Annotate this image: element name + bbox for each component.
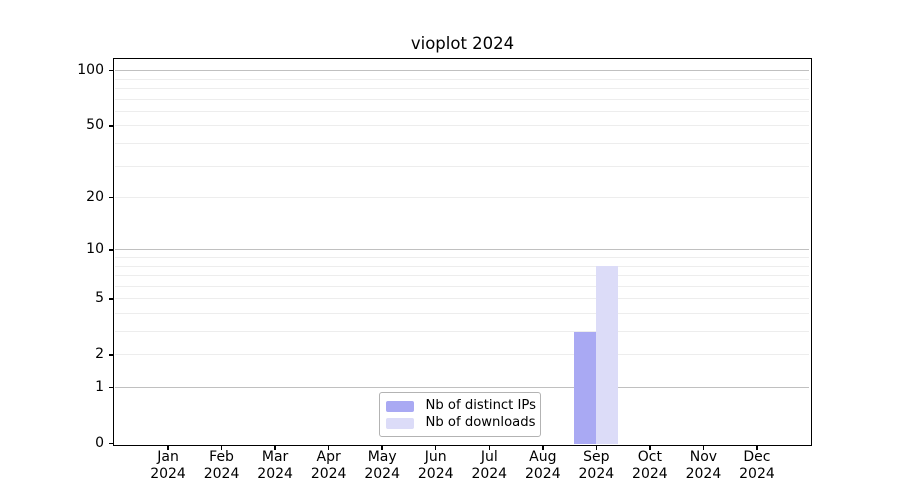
bar-nb-of-downloads-sep — [596, 266, 619, 444]
x-tick-label-year: 2024 — [257, 466, 293, 482]
gridline-major-10 — [114, 249, 809, 251]
x-tick-label-jan: Jan 2024 — [137, 449, 199, 483]
x-tick-label-month: Jul — [480, 449, 498, 465]
gridline-minor-90 — [114, 78, 809, 80]
y-tick-mark-100 — [108, 69, 114, 72]
x-tick-label-year: 2024 — [150, 466, 186, 482]
x-tick-label-mar: Mar 2024 — [244, 449, 306, 483]
x-tick-label-year: 2024 — [685, 466, 722, 482]
y-tick-mark-1 — [108, 386, 114, 389]
y-tick-mark-10 — [108, 249, 114, 251]
x-tick-mark-jul — [488, 445, 491, 450]
y-tick-mark-5 — [108, 298, 114, 300]
x-tick-label-month: Jun — [424, 449, 447, 465]
x-tick-label-month: Aug — [529, 449, 557, 465]
x-tick-mark-sep — [595, 445, 598, 450]
x-tick-label-year: 2024 — [739, 466, 775, 482]
x-tick-mark-may — [381, 445, 383, 450]
legend-label-distinct-ips: Nb of distinct IPs — [425, 398, 537, 413]
y-tick-label-10: 10 — [86, 241, 104, 258]
x-tick-mark-aug — [542, 445, 544, 450]
x-tick-label-year: 2024 — [578, 466, 615, 482]
gridline-major-100 — [114, 70, 809, 72]
x-tick-label-month: Oct — [637, 449, 662, 465]
y-tick-mark-0 — [108, 442, 114, 445]
legend-label-downloads: Nb of downloads — [425, 415, 536, 430]
x-tick-label-nov: Nov 2024 — [672, 449, 734, 483]
gridline-minor-3 — [114, 331, 809, 333]
x-tick-label-dec: Dec 2024 — [726, 449, 788, 483]
gridline-major-1 — [114, 387, 809, 388]
y-tick-mark-2 — [108, 354, 114, 356]
gridline-minor-20 — [114, 197, 809, 199]
gridline-minor-2 — [114, 354, 809, 356]
legend-swatch-downloads — [385, 417, 414, 429]
x-tick-mark-apr — [327, 445, 330, 450]
y-tick-label-1: 1 — [95, 379, 104, 395]
y-tick-label-5: 5 — [95, 290, 104, 307]
legend: Nb of distinct IPs Nb of downloads — [378, 392, 541, 437]
x-tick-mark-oct — [649, 445, 651, 450]
x-tick-label-feb: Feb 2024 — [191, 449, 253, 483]
gridline-minor-6 — [114, 285, 809, 287]
x-tick-mark-nov — [702, 445, 705, 450]
gridline-minor-40 — [114, 143, 809, 145]
x-tick-mark-jan — [167, 445, 169, 450]
x-tick-label-year: 2024 — [632, 466, 668, 482]
legend-item-downloads: Nb of downloads — [385, 415, 536, 430]
y-tick-label-20: 20 — [86, 189, 104, 206]
x-tick-label-sep: Sep 2024 — [565, 449, 627, 483]
y-tick-label-50: 50 — [86, 117, 104, 134]
gridline-minor-9 — [114, 257, 809, 258]
legend-item-distinct-ips: Nb of distinct IPs — [385, 398, 537, 413]
x-tick-label-year: 2024 — [524, 466, 561, 482]
gridline-minor-7 — [114, 275, 809, 277]
x-tick-label-year: 2024 — [203, 466, 240, 482]
chart-title: vioplot 2024 — [410, 34, 515, 53]
x-tick-label-month: Dec — [743, 449, 771, 465]
gridline-minor-5 — [114, 298, 809, 300]
y-tick-label-0: 0 — [95, 435, 104, 451]
x-tick-label-year: 2024 — [417, 466, 454, 482]
x-tick-mark-dec — [756, 445, 758, 450]
x-tick-label-month: Sep — [583, 449, 610, 465]
y-tick-label-2: 2 — [95, 346, 104, 363]
gridline-minor-60 — [114, 110, 809, 112]
y-tick-mark-20 — [108, 196, 114, 199]
x-tick-mark-mar — [274, 445, 276, 450]
gridline-minor-80 — [114, 88, 809, 90]
gridline-minor-4 — [114, 312, 809, 314]
gridline-minor-30 — [114, 165, 809, 167]
x-tick-label-oct: Oct 2024 — [619, 449, 681, 483]
legend-swatch-distinct-ips — [385, 400, 414, 412]
y-tick-label-100: 100 — [77, 62, 104, 79]
x-tick-label-jun: Jun 2024 — [405, 449, 467, 483]
x-tick-label-jul: Jul 2024 — [458, 449, 520, 483]
x-tick-label-apr: Apr 2024 — [298, 449, 360, 483]
x-tick-label-month: Nov — [689, 449, 718, 465]
x-tick-label-may: May 2024 — [351, 449, 413, 483]
x-tick-label-month: Feb — [209, 449, 234, 465]
bar-nb-of-distinct-ips-sep — [574, 331, 597, 444]
x-tick-label-month: Mar — [261, 449, 289, 465]
gridline-minor-70 — [114, 98, 809, 100]
x-tick-mark-jun — [434, 445, 437, 450]
x-tick-label-year: 2024 — [310, 466, 347, 482]
gridline-minor-50 — [114, 125, 809, 127]
x-tick-label-month: May — [367, 449, 397, 465]
x-tick-mark-feb — [220, 445, 223, 450]
x-tick-label-year: 2024 — [364, 466, 400, 482]
gridline-minor-8 — [114, 265, 809, 267]
x-tick-label-month: Apr — [316, 449, 341, 465]
x-tick-label-aug: Aug 2024 — [512, 449, 574, 483]
y-tick-mark-50 — [108, 125, 114, 127]
x-tick-label-year: 2024 — [471, 466, 508, 482]
x-tick-label-month: Jan — [157, 449, 179, 465]
